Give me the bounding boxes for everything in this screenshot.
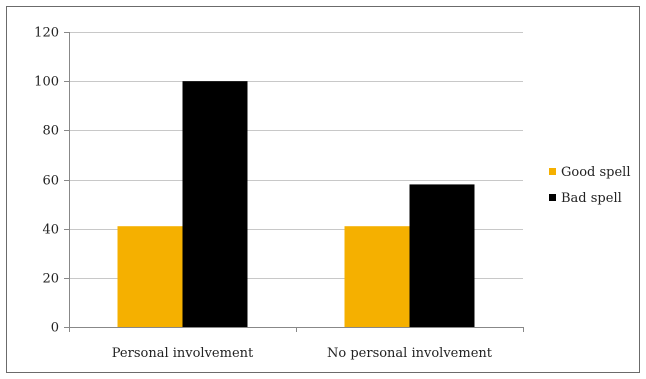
axes: [64, 32, 524, 332]
legend-label: Bad spell: [561, 191, 622, 206]
chart-frame: [6, 6, 640, 373]
y-tick-label: 120: [34, 26, 59, 41]
y-tick-labels: 0 20 40 60 80 100 120: [34, 26, 59, 336]
legend-swatch: [549, 194, 556, 201]
y-tick-label: 40: [42, 223, 59, 238]
legend-swatch: [549, 168, 556, 175]
bar-bad-spell: [409, 184, 475, 327]
y-tick-label: 20: [42, 272, 59, 287]
legend-label: Good spell: [561, 165, 631, 180]
x-category-label: No personal involvement: [327, 346, 493, 361]
bar-good-spell: [344, 226, 410, 327]
legend: Good spell Bad spell: [549, 165, 631, 206]
bar-bad-spell: [182, 81, 248, 328]
y-tick-label: 100: [34, 75, 59, 90]
bar-good-spell: [117, 226, 183, 327]
x-category-labels: Personal involvement No personal involvem…: [112, 346, 493, 361]
y-tick-label: 60: [42, 174, 59, 189]
y-tick-label: 80: [42, 124, 59, 139]
x-category-label: Personal involvement: [112, 346, 254, 361]
y-tick-label: 0: [51, 321, 59, 336]
bars: [117, 81, 475, 328]
